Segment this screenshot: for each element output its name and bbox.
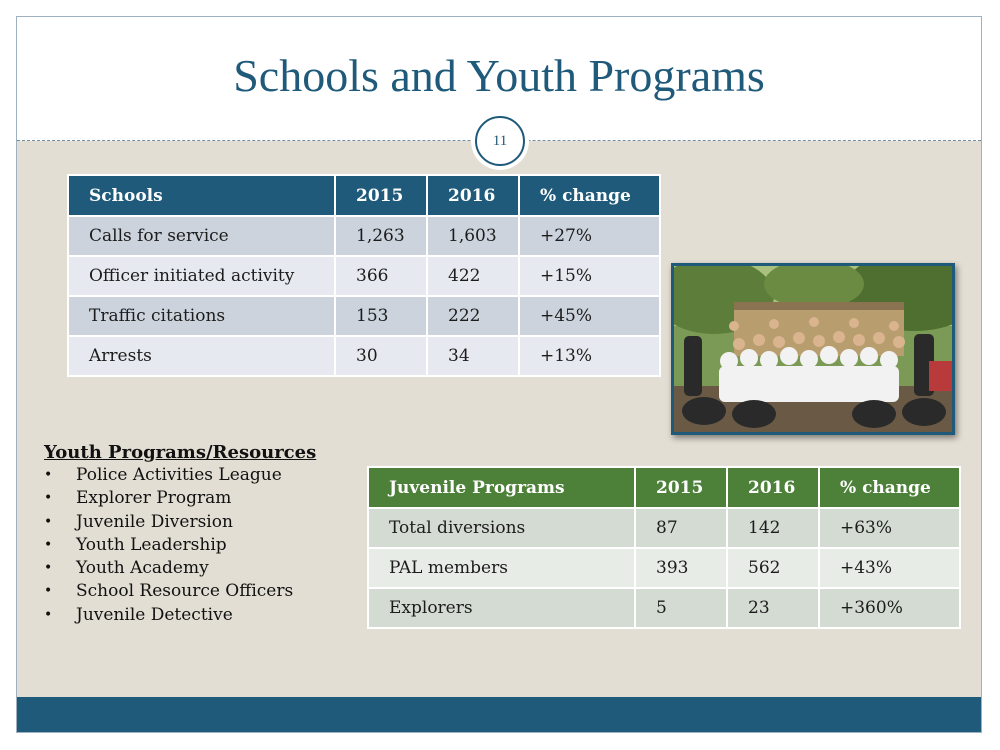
- table-row: Calls for service 1,263 1,603 +27%: [67, 215, 661, 257]
- table-cell: 222: [426, 295, 520, 337]
- list-item-label: Juvenile Detective: [76, 604, 233, 625]
- table-cell: +45%: [518, 295, 661, 337]
- list-item-label: School Resource Officers: [76, 581, 294, 602]
- table-cell: 153: [334, 295, 428, 337]
- table-cell: Total diversions: [367, 507, 636, 549]
- table-row: Explorers 5 23 +360%: [367, 587, 961, 629]
- youth-programs-heading: Youth Programs/Resources: [44, 442, 317, 463]
- table-cell: PAL members: [367, 547, 636, 589]
- juvenile-programs-table: Juvenile Programs 2015 2016 % change Tot…: [367, 466, 961, 629]
- table-cell: Explorers: [367, 587, 636, 629]
- table-cell: +15%: [518, 255, 661, 297]
- list-item-label: Youth Leadership: [76, 534, 227, 555]
- table-cell: 23: [726, 587, 820, 629]
- table-cell: 393: [634, 547, 728, 589]
- list-item: • Juvenile Diversion: [44, 511, 354, 534]
- table-header-cell: 2016: [726, 466, 820, 509]
- table-cell: Officer initiated activity: [67, 255, 336, 297]
- list-item: • Youth Academy: [44, 557, 354, 580]
- list-item-label: Juvenile Diversion: [76, 511, 233, 532]
- bullet-icon: •: [44, 606, 53, 623]
- table-cell: Calls for service: [67, 215, 336, 257]
- bullet-icon: •: [44, 560, 53, 577]
- table-cell: 34: [426, 335, 520, 377]
- table-header-cell: Juvenile Programs: [367, 466, 636, 509]
- table-cell: Arrests: [67, 335, 336, 377]
- schools-table: Schools 2015 2016 % change Calls for ser…: [67, 174, 661, 377]
- bullet-icon: •: [44, 467, 53, 483]
- table-header-cell: % change: [818, 466, 961, 509]
- table-cell: +43%: [818, 547, 961, 589]
- table-cell: +63%: [818, 507, 961, 549]
- group-photo: [671, 263, 955, 435]
- slide: Schools and Youth Programs 11 Schools 20…: [16, 16, 982, 733]
- youth-programs-list: • Police Activities League • Explorer Prog…: [44, 464, 354, 627]
- table-cell: 366: [334, 255, 428, 297]
- table-header-cell: 2016: [426, 174, 520, 217]
- list-item: • Explorer Program: [44, 487, 354, 510]
- table-row: Officer initiated activity 366 422 +15%: [67, 255, 661, 297]
- bullet-icon: •: [44, 583, 53, 600]
- table-header-row: Juvenile Programs 2015 2016 % change: [367, 466, 961, 509]
- table-cell: 1,603: [426, 215, 520, 257]
- bullet-icon: •: [44, 536, 53, 553]
- list-item: • School Resource Officers: [44, 580, 354, 603]
- table-row: Traffic citations 153 222 +45%: [67, 295, 661, 337]
- bullet-icon: •: [44, 513, 53, 530]
- table-header-cell: % change: [518, 174, 661, 217]
- table-row: Arrests 30 34 +13%: [67, 335, 661, 377]
- table-header-row: Schools 2015 2016 % change: [67, 174, 661, 217]
- table-row: Total diversions 87 142 +63%: [367, 507, 961, 549]
- table-cell: 422: [426, 255, 520, 297]
- page-title: Schools and Youth Programs: [233, 50, 765, 101]
- list-item: • Juvenile Detective: [44, 604, 354, 627]
- list-item-label: Youth Academy: [76, 558, 209, 579]
- table-cell: +27%: [518, 215, 661, 257]
- table-cell: 562: [726, 547, 820, 589]
- list-item: • Youth Leadership: [44, 534, 354, 557]
- table-cell: 5: [634, 587, 728, 629]
- list-item-label: Explorer Program: [76, 488, 232, 509]
- table-cell: 1,263: [334, 215, 428, 257]
- list-item-label: Police Activities League: [76, 465, 282, 485]
- table-cell: 142: [726, 507, 820, 549]
- table-cell: 30: [334, 335, 428, 377]
- list-item: • Police Activities League: [44, 464, 354, 487]
- table-cell: +13%: [518, 335, 661, 377]
- table-header-cell: Schools: [67, 174, 336, 217]
- table-header-cell: 2015: [634, 466, 728, 509]
- table-header-cell: 2015: [334, 174, 428, 217]
- footer-bar: [17, 697, 981, 732]
- table-cell: 87: [634, 507, 728, 549]
- table-cell: +360%: [818, 587, 961, 629]
- table-row: PAL members 393 562 +43%: [367, 547, 961, 589]
- youth-programs-section: Youth Programs/Resources • Police Activit…: [44, 441, 354, 627]
- bullet-icon: •: [44, 490, 53, 507]
- page-number-badge: 11: [475, 116, 525, 166]
- table-cell: Traffic citations: [67, 295, 336, 337]
